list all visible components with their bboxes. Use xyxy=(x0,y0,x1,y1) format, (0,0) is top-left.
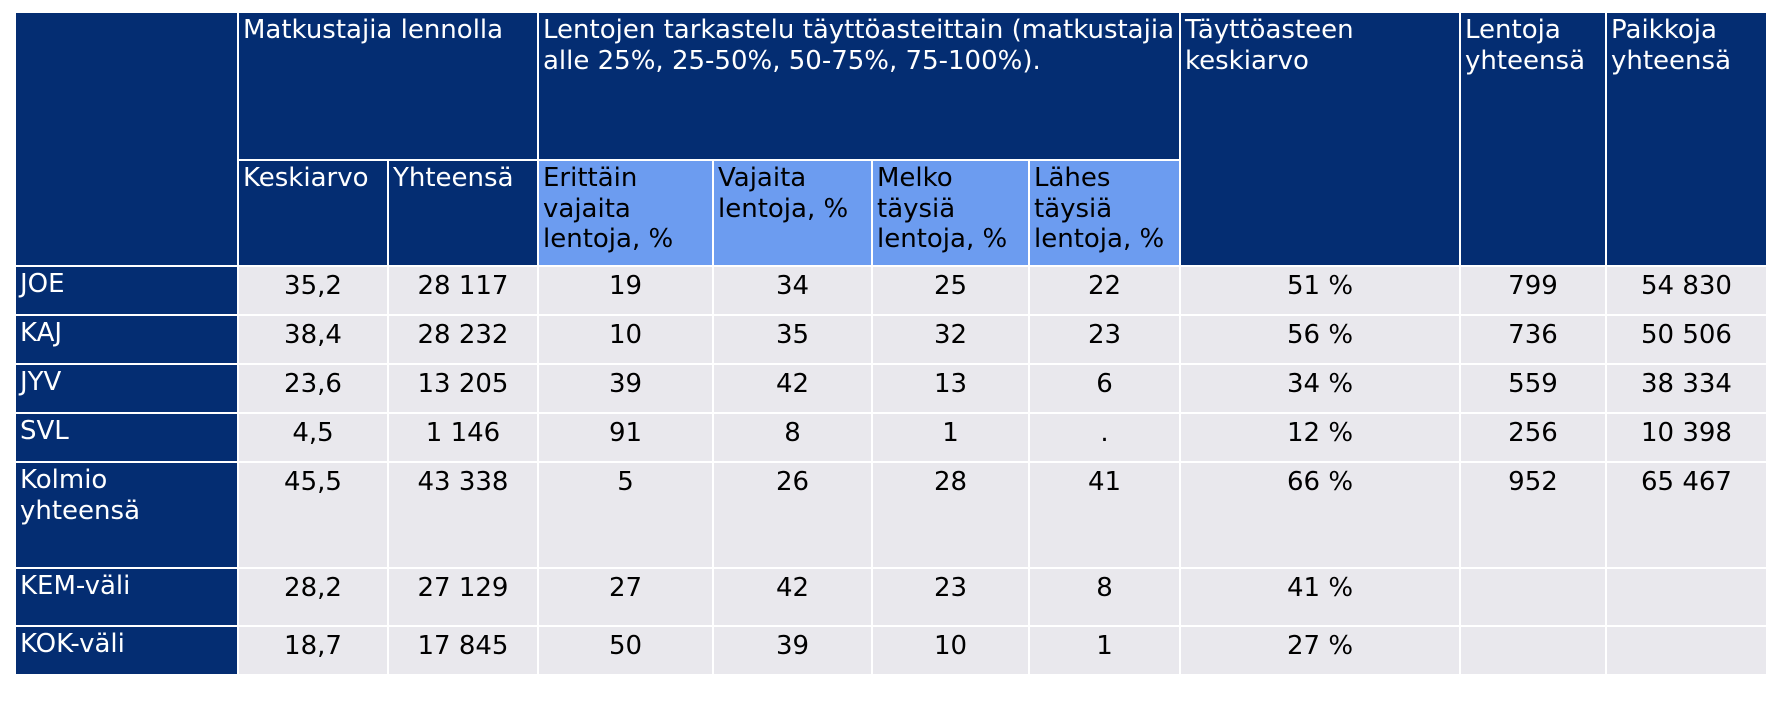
table-cell xyxy=(1461,627,1605,674)
table-row-jyv: JYV 23,6 13 205 39 42 13 6 34 % 559 38 3… xyxy=(16,365,1766,412)
lahes-taysia-subheader: Lähes täysiä lentoja, % xyxy=(1030,161,1179,265)
table-cell: 10 398 xyxy=(1607,414,1766,461)
table-cell: 28 117 xyxy=(389,267,537,314)
table-cell: 45,5 xyxy=(239,463,387,567)
table-cell: 19 xyxy=(539,267,712,314)
table-cell: 1 xyxy=(1030,627,1179,674)
table-cell: 799 xyxy=(1461,267,1605,314)
table-cell: 50 xyxy=(539,627,712,674)
header-row-groups: Matkustajia lennolla Lentojen tarkastelu… xyxy=(16,13,1766,265)
table-cell: 66 % xyxy=(1181,463,1459,567)
table-cell: 32 xyxy=(873,316,1028,363)
table-cell: 28 xyxy=(873,463,1028,567)
table-cell: 42 xyxy=(714,569,871,625)
table-cell: 27 129 xyxy=(389,569,537,625)
table-cell: 559 xyxy=(1461,365,1605,412)
table-cell: 51 % xyxy=(1181,267,1459,314)
table-cell: 39 xyxy=(539,365,712,412)
table-cell: 1 xyxy=(873,414,1028,461)
table-row-kem-vali: KEM-väli 28,2 27 129 27 42 23 8 41 % xyxy=(16,569,1766,625)
table-cell: 54 830 xyxy=(1607,267,1766,314)
keskiarvo-subheader: Keskiarvo xyxy=(239,161,387,265)
melko-taysia-subheader: Melko täysiä lentoja, % xyxy=(873,161,1028,265)
table-row-svl: SVL 4,5 1 146 91 8 1 . 12 % 256 10 398 xyxy=(16,414,1766,461)
table-cell: 23,6 xyxy=(239,365,387,412)
table-cell: 22 xyxy=(1030,267,1179,314)
table-cell xyxy=(1461,569,1605,625)
table-cell: 23 xyxy=(1030,316,1179,363)
table-cell: 34 % xyxy=(1181,365,1459,412)
matkustajia-lennolla-header: Matkustajia lennolla xyxy=(239,13,537,159)
table-cell: 26 xyxy=(714,463,871,567)
row-label: KAJ xyxy=(16,316,237,363)
row-label: JYV xyxy=(16,365,237,412)
table-cell: 91 xyxy=(539,414,712,461)
vajaita-subheader: Vajaita lentoja, % xyxy=(714,161,871,265)
row-label: SVL xyxy=(16,414,237,461)
table-cell: 8 xyxy=(1030,569,1179,625)
yhteensa-subheader: Yhteensä xyxy=(389,161,537,265)
lentoja-yhteensa-header: Lentoja yhteensä xyxy=(1461,13,1605,265)
tayttoasteen-keskiarvo-header: Täyttöasteen keskiarvo xyxy=(1181,13,1459,265)
tayttoaste-breakdown-header: Lentojen tarkastelu täyttöasteittain (ma… xyxy=(539,13,1179,159)
erittain-vajaita-subheader: Erittäin vajaita lentoja, % xyxy=(539,161,712,265)
table-cell: 25 xyxy=(873,267,1028,314)
table-cell: 41 xyxy=(1030,463,1179,567)
table-cell: 27 % xyxy=(1181,627,1459,674)
table-cell: 42 xyxy=(714,365,871,412)
row-label: Kolmio yhteensä xyxy=(16,463,237,567)
table-cell: 23 xyxy=(873,569,1028,625)
table-cell: 43 338 xyxy=(389,463,537,567)
table-cell: 38,4 xyxy=(239,316,387,363)
table-cell: 50 506 xyxy=(1607,316,1766,363)
table-cell: 41 % xyxy=(1181,569,1459,625)
table-cell xyxy=(1607,627,1766,674)
table-cell: 1 146 xyxy=(389,414,537,461)
table-row-kolmio-yhteensa: Kolmio yhteensä 45,5 43 338 5 26 28 41 6… xyxy=(16,463,1766,567)
table-cell: 35 xyxy=(714,316,871,363)
table-cell: 38 334 xyxy=(1607,365,1766,412)
table-cell: 28,2 xyxy=(239,569,387,625)
table-cell: 736 xyxy=(1461,316,1605,363)
table-cell: 4,5 xyxy=(239,414,387,461)
table-cell xyxy=(1607,569,1766,625)
table-cell: 256 xyxy=(1461,414,1605,461)
table-cell: 39 xyxy=(714,627,871,674)
row-label: KOK-väli xyxy=(16,627,237,674)
table-cell: 65 467 xyxy=(1607,463,1766,567)
corner-header-cell xyxy=(16,13,237,265)
table-cell: 28 232 xyxy=(389,316,537,363)
table-cell: 34 xyxy=(714,267,871,314)
table-cell: 13 205 xyxy=(389,365,537,412)
table-cell: 5 xyxy=(539,463,712,567)
table-cell: 17 845 xyxy=(389,627,537,674)
row-label: KEM-väli xyxy=(16,569,237,625)
row-label: JOE xyxy=(16,267,237,314)
table-cell: 27 xyxy=(539,569,712,625)
table-cell: 18,7 xyxy=(239,627,387,674)
table-cell: 10 xyxy=(539,316,712,363)
table-row-kaj: KAJ 38,4 28 232 10 35 32 23 56 % 736 50 … xyxy=(16,316,1766,363)
table-cell: . xyxy=(1030,414,1179,461)
table-cell: 35,2 xyxy=(239,267,387,314)
table-cell: 952 xyxy=(1461,463,1605,567)
table-cell: 13 xyxy=(873,365,1028,412)
load-factor-table: Matkustajia lennolla Lentojen tarkastelu… xyxy=(14,11,1768,676)
paikkoja-yhteensa-header: Paikkoja yhteensä xyxy=(1607,13,1766,265)
table-cell: 56 % xyxy=(1181,316,1459,363)
table-cell: 12 % xyxy=(1181,414,1459,461)
table-row-kok-vali: KOK-väli 18,7 17 845 50 39 10 1 27 % xyxy=(16,627,1766,674)
table-cell: 10 xyxy=(873,627,1028,674)
table-cell: 8 xyxy=(714,414,871,461)
table-cell: 6 xyxy=(1030,365,1179,412)
header-row-sub: Keskiarvo Yhteensä Erittäin vajaita lent… xyxy=(16,161,1766,265)
table-row-joe: JOE 35,2 28 117 19 34 25 22 51 % 799 54 … xyxy=(16,267,1766,314)
